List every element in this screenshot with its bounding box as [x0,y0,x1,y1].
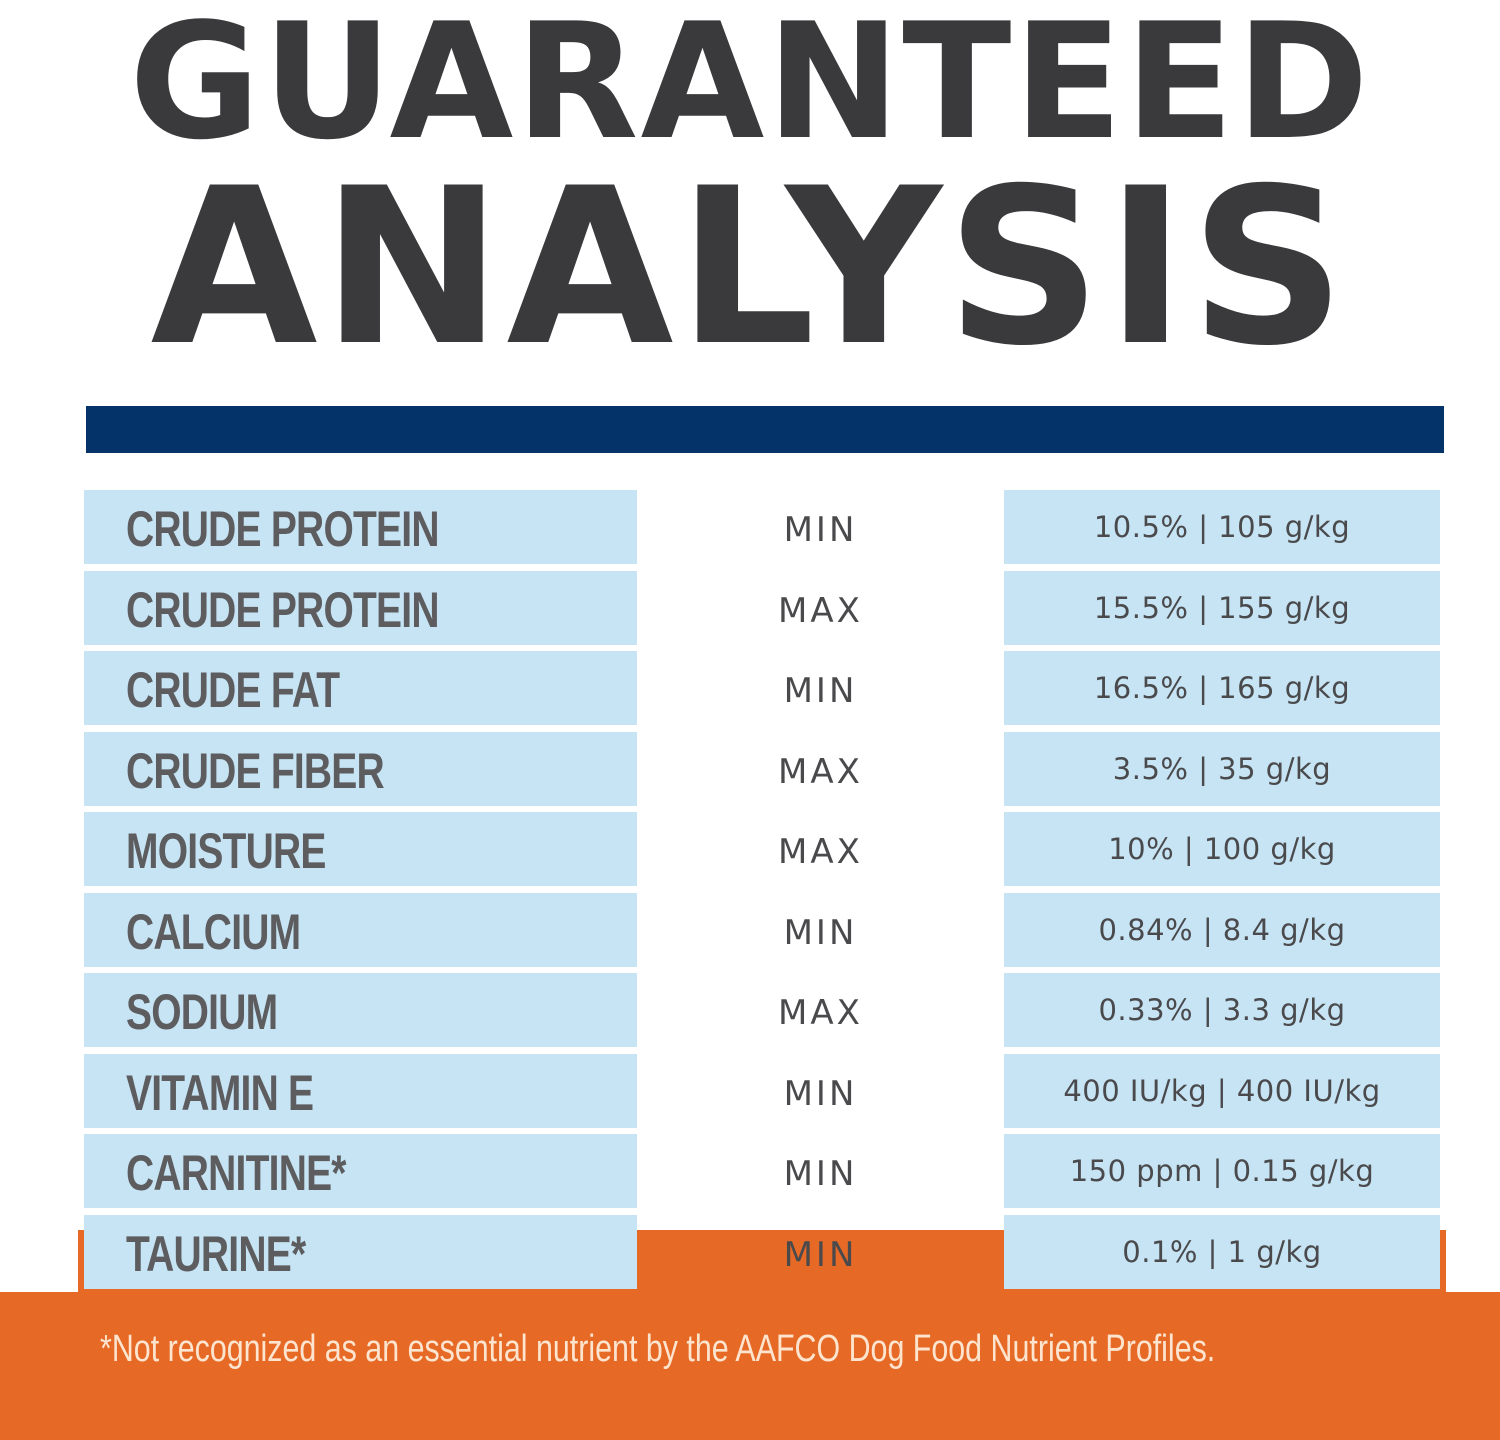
nutrient-cell: MOISTURE [84,812,637,886]
nutrient-label: CRUDE FIBER [126,742,385,799]
nutrient-cell: TAURINE* [84,1214,637,1289]
table-row: CALCIUM MIN 0.84% | 8.4 g/kg [84,892,1442,967]
value-cell: 150 ppm | 0.15 g/kg [1004,1134,1440,1208]
title-line-1: GUARANTEED [129,0,1371,175]
limit-cell: MAX [778,590,863,631]
nutrient-label: CARNITINE* [126,1145,346,1201]
limit-cell: MAX [778,751,863,792]
table-row: CRUDE FIBER MAX 3.5% | 35 g/kg [84,731,1442,806]
value-cell: 10% | 100 g/kg [1004,812,1440,886]
nutrient-cell: CRUDE FAT [84,651,637,725]
nutrient-label: VITAMIN E [126,1064,314,1121]
value-cell: 400 IU/kg | 400 IU/kg [1004,1053,1440,1128]
panel-notch-left [0,1230,78,1292]
table-row: CRUDE FAT MIN 16.5% | 165 g/kg [84,651,1442,725]
table-row: CARNITINE* MIN 150 ppm | 0.15 g/kg [84,1134,1442,1208]
title-line-2: ANALYSIS [150,142,1350,393]
nutrient-label: MOISTURE [126,823,326,879]
table-row: VITAMIN E MIN 400 IU/kg | 400 IU/kg [84,1053,1442,1128]
value-cell: 16.5% | 165 g/kg [1004,651,1440,725]
table-row: CRUDE PROTEIN MIN 10.5% | 105 g/kg [84,490,1442,564]
table-row: MOISTURE MAX 10% | 100 g/kg [84,812,1442,886]
table-row: SODIUM MAX 0.33% | 3.3 g/kg [84,973,1442,1047]
nutrient-cell: SODIUM [84,973,637,1047]
value-cell: 0.1% | 1 g/kg [1004,1214,1440,1289]
value-cell: 0.33% | 3.3 g/kg [1004,973,1440,1047]
nutrient-label: TAURINE* [126,1225,306,1282]
limit-cell: MIN [783,1073,858,1114]
table-row: TAURINE* MIN 0.1% | 1 g/kg [84,1214,1442,1289]
nutrient-label: CRUDE PROTEIN [126,501,439,557]
limit-cell: MIN [783,1234,858,1275]
nutrient-label: CALCIUM [126,903,301,960]
nutrient-label: SODIUM [126,984,278,1040]
nutrient-label: CRUDE PROTEIN [126,581,439,638]
panel-notch-right [1446,1230,1500,1292]
value-cell: 0.84% | 8.4 g/kg [1004,892,1440,967]
limit-cell: MAX [778,832,863,872]
value-cell: 3.5% | 35 g/kg [1004,731,1440,806]
guaranteed-analysis-table: CRUDE PROTEIN MIN 10.5% | 105 g/kg CRUDE… [84,490,1442,1295]
nutrient-cell: CRUDE PROTEIN [84,570,637,645]
footnote-text: *Not recognized as an essential nutrient… [100,1328,1216,1370]
nutrient-label: CRUDE FAT [126,662,340,718]
nutrient-cell: CALCIUM [84,892,637,967]
limit-cell: MIN [783,671,858,711]
limit-cell: MIN [783,912,858,953]
nutrient-cell: CARNITINE* [84,1134,637,1208]
value-cell: 10.5% | 105 g/kg [1004,490,1440,564]
table-row: CRUDE PROTEIN MAX 15.5% | 155 g/kg [84,570,1442,645]
limit-cell: MAX [778,993,863,1033]
value-cell: 15.5% | 155 g/kg [1004,570,1440,645]
nutrient-cell: CRUDE PROTEIN [84,490,637,564]
nutrient-cell: VITAMIN E [84,1053,637,1128]
limit-cell: MIN [783,1154,858,1194]
limit-cell: MIN [783,510,858,550]
nutrient-cell: CRUDE FIBER [84,731,637,806]
title-divider-bar [86,406,1444,453]
